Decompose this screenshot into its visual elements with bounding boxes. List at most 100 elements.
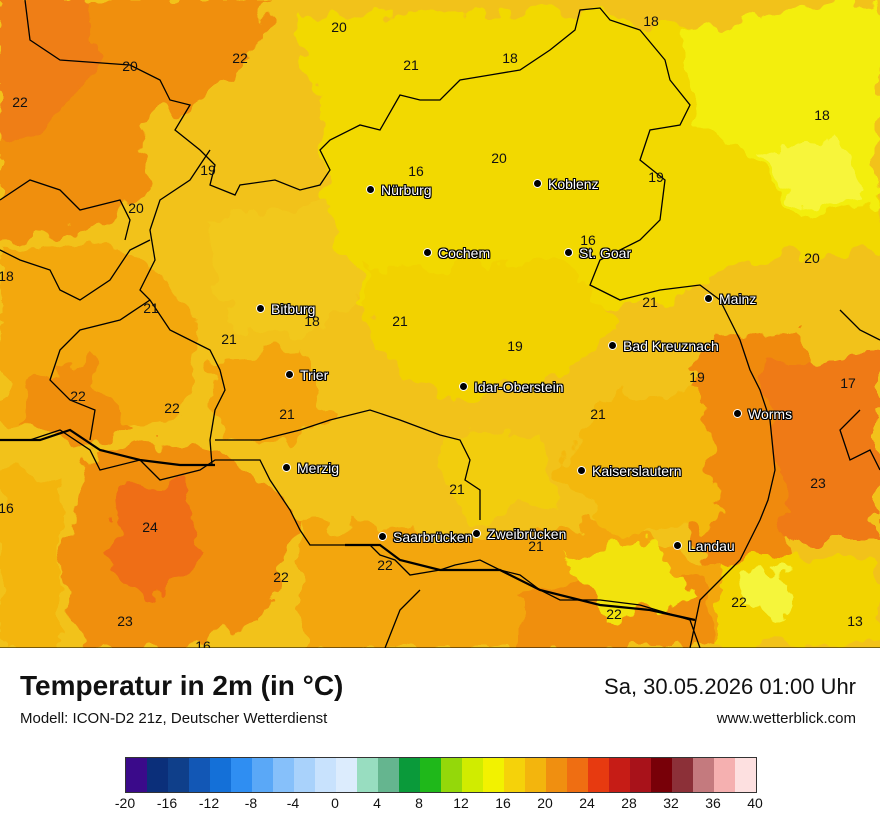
city-dot-icon — [459, 382, 468, 392]
color-scale-ticks: -20 -16 -12 -8 -4 0 4 8 12 16 20 24 28 32 36 40 — [0, 795, 880, 815]
scale-tick-label: -8 — [244, 795, 258, 811]
temperature-value: 19 — [689, 369, 705, 385]
temperature-value: 22 — [377, 557, 393, 573]
temperature-value: 16 — [408, 163, 424, 179]
city-dot-icon — [673, 541, 682, 551]
color-swatch — [210, 758, 231, 792]
color-swatch — [714, 758, 735, 792]
temperature-value: 16 — [580, 232, 596, 248]
temperature-value: 21 — [449, 481, 465, 497]
city-marker[interactable]: Zweibrücken — [472, 525, 566, 543]
color-swatch — [147, 758, 168, 792]
city-marker[interactable]: Trier — [285, 366, 328, 384]
city-dot-icon — [472, 529, 481, 539]
city-label: Worms — [748, 405, 793, 422]
color-swatch — [693, 758, 714, 792]
temperature-value: 24 — [142, 519, 158, 535]
temperature-value: 21 — [221, 331, 237, 347]
city-marker[interactable]: Nürburg — [366, 181, 432, 199]
city-marker[interactable]: Mainz — [704, 290, 756, 308]
color-swatch — [546, 758, 567, 792]
color-swatch — [441, 758, 462, 792]
scale-tick-label: 12 — [453, 795, 469, 811]
scale-tick-label: 16 — [495, 795, 511, 811]
color-swatch — [420, 758, 441, 792]
city-marker[interactable]: Kaiserslautern — [577, 462, 682, 480]
scale-tick-label: -12 — [198, 795, 220, 811]
city-marker[interactable]: Bitburg — [256, 300, 315, 318]
color-swatch — [504, 758, 525, 792]
temperature-value: 18 — [304, 313, 320, 329]
city-label: Kaiserslautern — [592, 462, 682, 479]
city-label: Saarbrücken — [393, 528, 473, 545]
city-dot-icon — [256, 304, 265, 314]
color-swatch — [252, 758, 273, 792]
city-dot-icon — [733, 409, 742, 419]
city-label: Koblenz — [548, 175, 599, 192]
color-swatch — [126, 758, 147, 792]
temperature-value: 19 — [200, 162, 216, 178]
website-link[interactable]: www.wetterblick.com — [716, 710, 856, 727]
temperature-value: 21 — [528, 538, 544, 554]
color-swatch — [273, 758, 294, 792]
city-dot-icon — [577, 466, 586, 476]
city-dot-icon — [533, 179, 542, 189]
temperature-value: 20 — [491, 150, 507, 166]
temperature-map[interactable]: Nürburg Koblenz Cochem St. Goar Mainz Bitburg… — [0, 0, 880, 648]
temperature-value: 22 — [232, 50, 248, 66]
city-marker[interactable]: St. Goar — [564, 244, 631, 262]
city-marker[interactable]: Bad Kreuznach — [608, 337, 719, 355]
city-marker[interactable]: Saarbrücken — [378, 528, 472, 546]
city-marker[interactable]: Worms — [733, 405, 792, 423]
city-marker[interactable]: Koblenz — [533, 175, 599, 193]
city-marker[interactable]: Idar-Oberstein — [459, 378, 563, 396]
color-swatch — [630, 758, 651, 792]
city-label: Bad Kreuznach — [623, 337, 719, 354]
temperature-value: 20 — [331, 19, 347, 35]
scale-tick-label: 24 — [579, 795, 595, 811]
temperature-value: 17 — [840, 375, 856, 391]
temperature-value: 20 — [128, 200, 144, 216]
color-scale — [125, 757, 757, 793]
city-label: Trier — [300, 366, 329, 383]
city-marker[interactable]: Cochem — [423, 244, 490, 262]
scale-tick-label: -4 — [286, 795, 300, 811]
color-swatch — [399, 758, 420, 792]
city-dot-icon — [366, 185, 375, 195]
legend-footer: Temperatur in 2m (in °C) Modell: ICON-D2… — [0, 648, 880, 830]
city-dot-icon — [608, 341, 617, 351]
city-dot-icon — [704, 294, 713, 304]
scale-tick-label: 28 — [621, 795, 637, 811]
color-swatch — [231, 758, 252, 792]
color-swatch — [294, 758, 315, 792]
temperature-value: 16 — [195, 638, 211, 648]
temperature-value: 21 — [642, 294, 658, 310]
temperature-value: 19 — [507, 338, 523, 354]
temperature-value: 20 — [804, 250, 820, 266]
city-label: Landau — [688, 537, 735, 554]
temperature-value: 18 — [0, 268, 14, 284]
temperature-value: 18 — [814, 107, 830, 123]
color-swatch — [735, 758, 756, 792]
color-swatch — [609, 758, 630, 792]
city-dot-icon — [423, 248, 432, 258]
city-marker[interactable]: Landau — [673, 537, 735, 555]
temperature-value: 21 — [279, 406, 295, 422]
forecast-datetime: Sa, 30.05.2026 01:00 Uhr — [604, 674, 856, 699]
city-label: Bitburg — [271, 300, 316, 317]
temperature-value: 18 — [502, 50, 518, 66]
color-swatch — [588, 758, 609, 792]
city-label: St. Goar — [579, 244, 632, 261]
scale-tick-label: -16 — [156, 795, 178, 811]
scale-tick-label: 0 — [331, 795, 339, 811]
color-swatch — [567, 758, 588, 792]
temperature-value: 13 — [847, 613, 863, 629]
map-title: Temperatur in 2m (in °C) — [20, 670, 344, 701]
temperature-value: 23 — [117, 613, 133, 629]
city-marker[interactable]: Merzig — [282, 459, 339, 477]
temperature-value: 16 — [0, 500, 14, 516]
city-label: Zweibrücken — [487, 525, 567, 542]
temperature-value: 22 — [273, 569, 289, 585]
color-swatch — [378, 758, 399, 792]
color-swatch — [357, 758, 378, 792]
